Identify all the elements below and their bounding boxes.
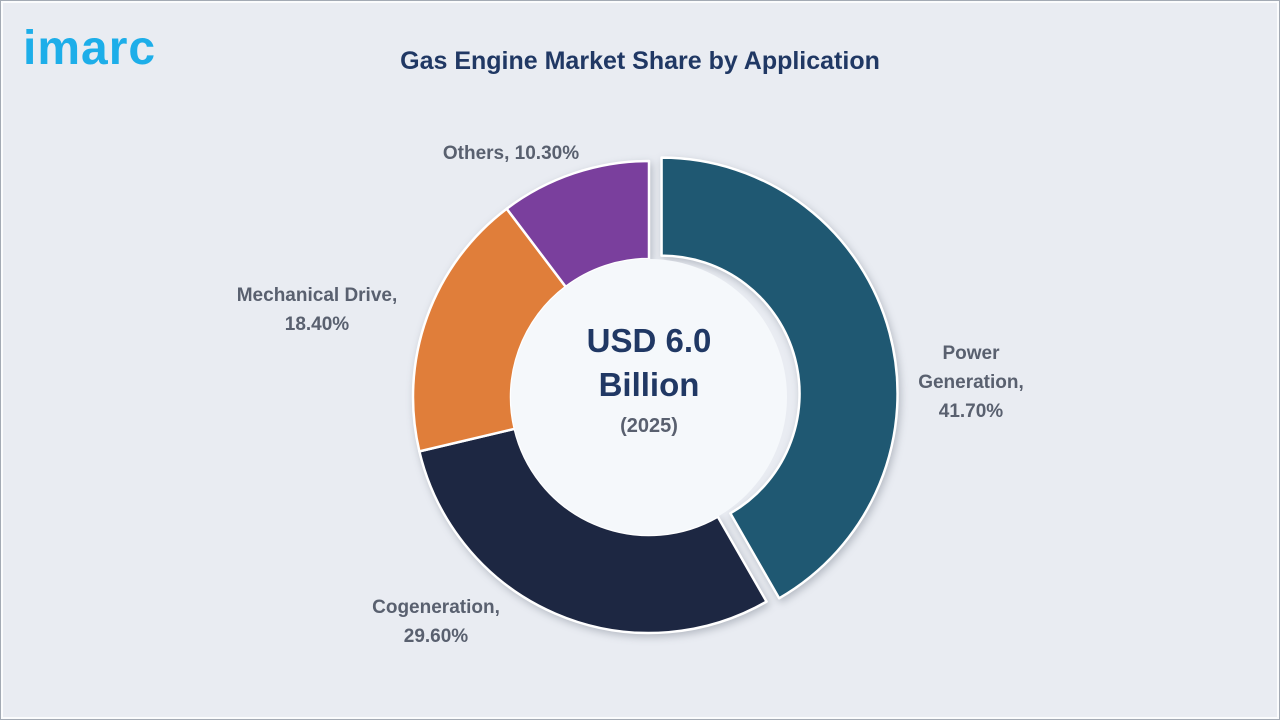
center-label: USD 6.0 Billion (2025) xyxy=(509,319,789,438)
segment-label: Cogeneration, xyxy=(372,597,500,618)
market-value-line1: USD 6.0 xyxy=(586,322,712,359)
market-value: USD 6.0 Billion xyxy=(509,319,789,407)
segment-label: Others, xyxy=(442,143,510,164)
segment-pct: 29.60% xyxy=(403,626,469,647)
segment-pct: 18.40% xyxy=(284,314,350,335)
market-value-line2: Billion xyxy=(598,366,700,403)
segment-pct: 41.70% xyxy=(938,401,1004,422)
label-others: Others, 10.30% xyxy=(396,139,626,168)
segment-pct: 10.30% xyxy=(514,143,580,164)
segment-label: Power Generation, xyxy=(918,343,1024,393)
label-mechanical-drive: Mechanical Drive, 18.40% xyxy=(222,281,412,339)
donut-hole xyxy=(511,259,787,535)
label-cogeneration: Cogeneration, 29.60% xyxy=(351,593,521,651)
label-power-generation: Power Generation, 41.70% xyxy=(906,339,1036,426)
imarc-logo: imarc xyxy=(23,22,157,75)
segment-label: Mechanical Drive, xyxy=(236,285,398,306)
chart-title: Gas Engine Market Share by Application xyxy=(400,47,880,75)
market-year: (2025) xyxy=(620,415,678,437)
donut-segment-power-generation xyxy=(660,156,899,600)
